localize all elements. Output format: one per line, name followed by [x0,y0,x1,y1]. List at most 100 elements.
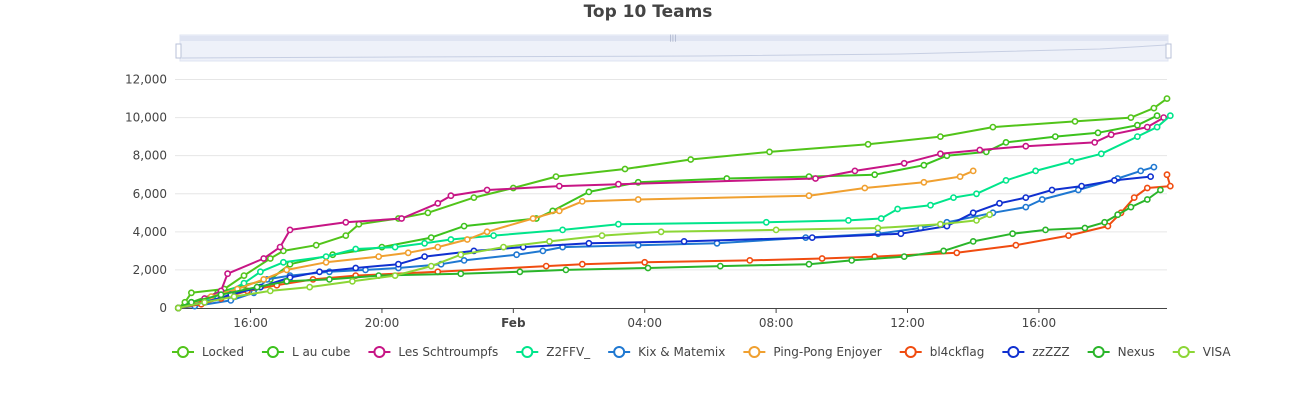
legend-item[interactable]: Locked [172,345,244,359]
data-point[interactable] [812,175,819,182]
data-point[interactable] [598,232,606,239]
data-point[interactable] [937,133,944,140]
data-point[interactable] [391,243,399,251]
data-point[interactable] [562,266,570,274]
data-point[interactable] [559,226,566,234]
series-line[interactable] [177,97,1168,309]
data-point[interactable] [657,228,665,236]
data-point[interactable] [1068,157,1076,165]
data-point[interactable] [286,226,294,234]
series-l-au-cube[interactable] [174,112,1161,312]
data-point[interactable] [513,251,520,259]
data-point[interactable] [457,251,465,259]
data-point[interactable] [937,220,944,228]
data-point[interactable] [1009,230,1016,238]
data-point[interactable] [552,173,560,180]
data-point[interactable] [470,194,478,201]
data-point[interactable] [687,156,695,163]
data-point[interactable] [585,188,593,196]
data-point[interactable] [845,216,852,224]
data-point[interactable] [316,268,323,276]
data-point[interactable] [260,275,268,283]
data-point[interactable] [578,260,586,268]
data-point[interactable] [1127,114,1135,121]
range-slider[interactable]: ||| [175,34,1172,62]
data-point[interactable] [1143,196,1151,203]
data-point[interactable] [260,255,268,262]
data-point[interactable] [253,283,261,291]
data-point[interactable] [1130,194,1138,201]
data-point[interactable] [953,249,961,257]
data-point[interactable] [1002,176,1010,184]
data-point[interactable] [1163,95,1171,102]
data-point[interactable] [805,192,813,200]
series-kix-matemix[interactable] [174,163,1158,312]
data-point[interactable] [864,140,872,148]
data-point[interactable] [217,291,225,299]
range-slider-grip-icon[interactable]: ||| [669,34,676,42]
data-point[interactable] [1101,218,1108,226]
data-point[interactable] [973,216,980,224]
data-point[interactable] [1032,167,1039,175]
data-point[interactable] [447,236,455,243]
data-point[interactable] [808,234,816,241]
data-point[interactable] [897,230,905,238]
series-line[interactable] [177,169,974,309]
data-point[interactable] [1163,171,1171,179]
data-point[interactable] [877,215,885,222]
data-point[interactable] [529,215,537,222]
data-point[interactable] [421,253,428,260]
data-point[interactable] [427,262,435,270]
data-point[interactable] [279,258,287,266]
data-point[interactable] [306,283,314,291]
data-point[interactable] [276,243,284,251]
data-point[interactable] [874,224,882,232]
data-point[interactable] [404,249,412,257]
legend-item[interactable]: Nexus [1087,345,1155,359]
series-line[interactable] [178,166,1155,309]
data-point[interactable] [969,237,977,245]
data-point[interactable] [1134,121,1141,129]
data-point[interactable] [1022,203,1030,211]
data-point[interactable] [312,241,320,249]
range-slider-right-handle[interactable] [1165,43,1172,59]
data-point[interactable] [920,178,928,186]
data-point[interactable] [342,232,350,239]
data-point[interactable] [201,298,208,306]
data-point[interactable] [1114,211,1122,219]
data-point[interactable] [460,256,468,264]
legend-item[interactable]: Les Schtroumpfs [368,345,498,359]
series-z2ffv-[interactable] [174,112,1174,312]
data-point[interactable] [352,245,360,253]
data-point[interactable] [969,209,977,217]
data-point[interactable] [230,293,238,300]
data-point[interactable] [585,239,593,247]
data-point[interactable] [634,196,642,203]
data-point[interactable] [240,272,248,279]
data-point[interactable] [762,218,770,226]
data-point[interactable] [325,275,333,283]
legend-item[interactable]: L au cube [261,345,350,359]
data-point[interactable] [342,218,350,226]
data-point[interactable] [546,237,553,245]
data-point[interactable] [1051,133,1059,140]
legend-item[interactable]: Kix & Matemix [608,345,725,359]
data-point[interactable] [224,270,231,278]
data-point[interactable] [861,184,869,192]
data-point[interactable] [1166,182,1174,190]
data-point[interactable] [1022,142,1030,150]
data-point[interactable] [266,287,274,295]
data-point[interactable] [900,159,908,167]
data-point[interactable] [421,239,428,247]
legend-item[interactable]: Ping-Pong Enjoyer [743,345,882,359]
data-point[interactable] [1002,138,1010,146]
data-point[interactable] [1012,241,1020,249]
data-point[interactable] [375,253,383,260]
data-point[interactable] [969,167,977,175]
data-point[interactable] [457,270,465,278]
data-point[interactable] [424,209,432,217]
legend-item[interactable]: zzZZZ [1002,345,1070,359]
data-point[interactable] [1094,129,1102,137]
data-point[interactable] [1038,196,1046,203]
data-point[interactable] [1111,176,1118,184]
